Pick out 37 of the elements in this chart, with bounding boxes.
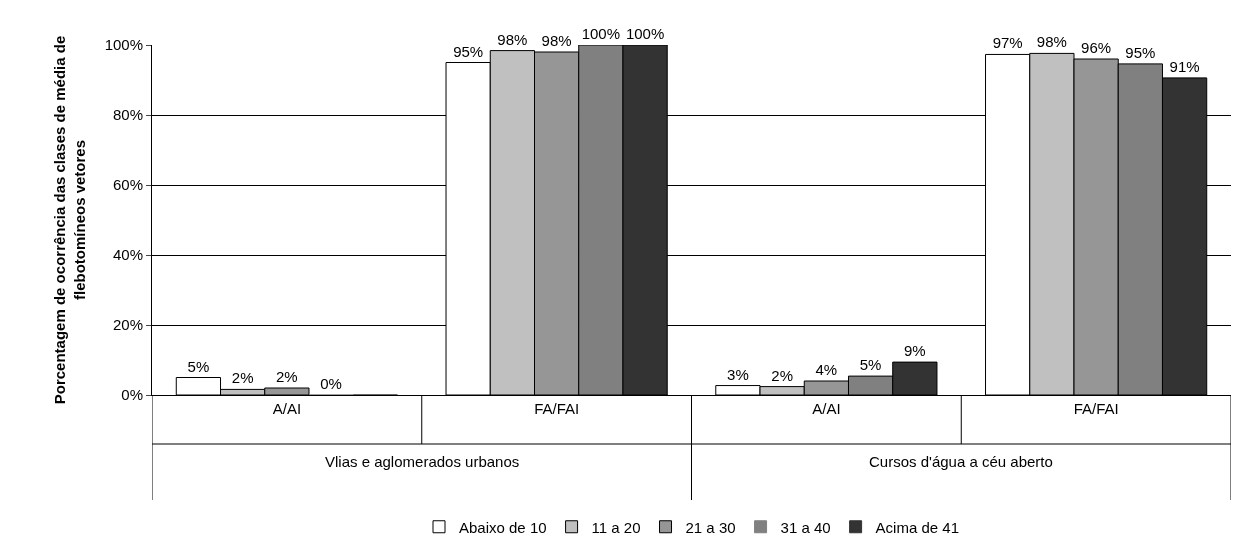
data-label: 100% — [581, 25, 621, 42]
data-label: 9% — [904, 342, 926, 360]
legend-label: Abaixo de 10 — [459, 518, 547, 536]
data-label: 2% — [771, 366, 793, 384]
legend-label: 11 a 20 — [591, 518, 641, 536]
data-label: 98% — [541, 32, 572, 49]
y-tick-label: 100% — [104, 36, 143, 54]
data-label: 96% — [1081, 39, 1112, 56]
y-tick-label: 20% — [112, 316, 143, 334]
legend-label: 21 a 30 — [685, 518, 736, 536]
y-tick-label: 80% — [112, 106, 143, 124]
data-label: 3% — [727, 365, 749, 383]
x-tick-label: FA/FAI — [1073, 400, 1119, 417]
y-tick-label: 0% — [121, 386, 143, 404]
legend-label: 31 a 40 — [780, 518, 831, 536]
data-label: 98% — [497, 30, 528, 48]
data-label: 97% — [992, 34, 1023, 52]
data-label: 5% — [187, 357, 210, 375]
data-label: 5% — [859, 356, 882, 374]
data-label: 2% — [276, 368, 298, 385]
y-tick-label: 40% — [112, 246, 143, 264]
data-label: 95% — [453, 42, 484, 60]
data-label: 91% — [1169, 57, 1200, 75]
text: Vlias e aglomerados urbanos — [325, 453, 520, 470]
x-tick-label: A/AI — [812, 400, 841, 417]
data-label: 98% — [1036, 33, 1067, 51]
data-label: 4% — [815, 361, 838, 378]
x-tick-label: A/AI — [272, 400, 302, 417]
x-tick-label: FA/FAI — [534, 400, 580, 417]
text: Cursos d'água a céu aberto — [869, 453, 1053, 470]
data-label: 100% — [625, 25, 665, 42]
y-tick-label: 60% — [112, 176, 143, 194]
data-label: 2% — [231, 369, 254, 387]
data-label: 0% — [320, 375, 342, 392]
data-label: 95% — [1125, 43, 1156, 61]
legend-label: Acima de 41 — [875, 518, 959, 536]
y-axis-title: Porcentagem de ocorrência das clases de média de flebotomíneos vetores — [51, 35, 88, 405]
